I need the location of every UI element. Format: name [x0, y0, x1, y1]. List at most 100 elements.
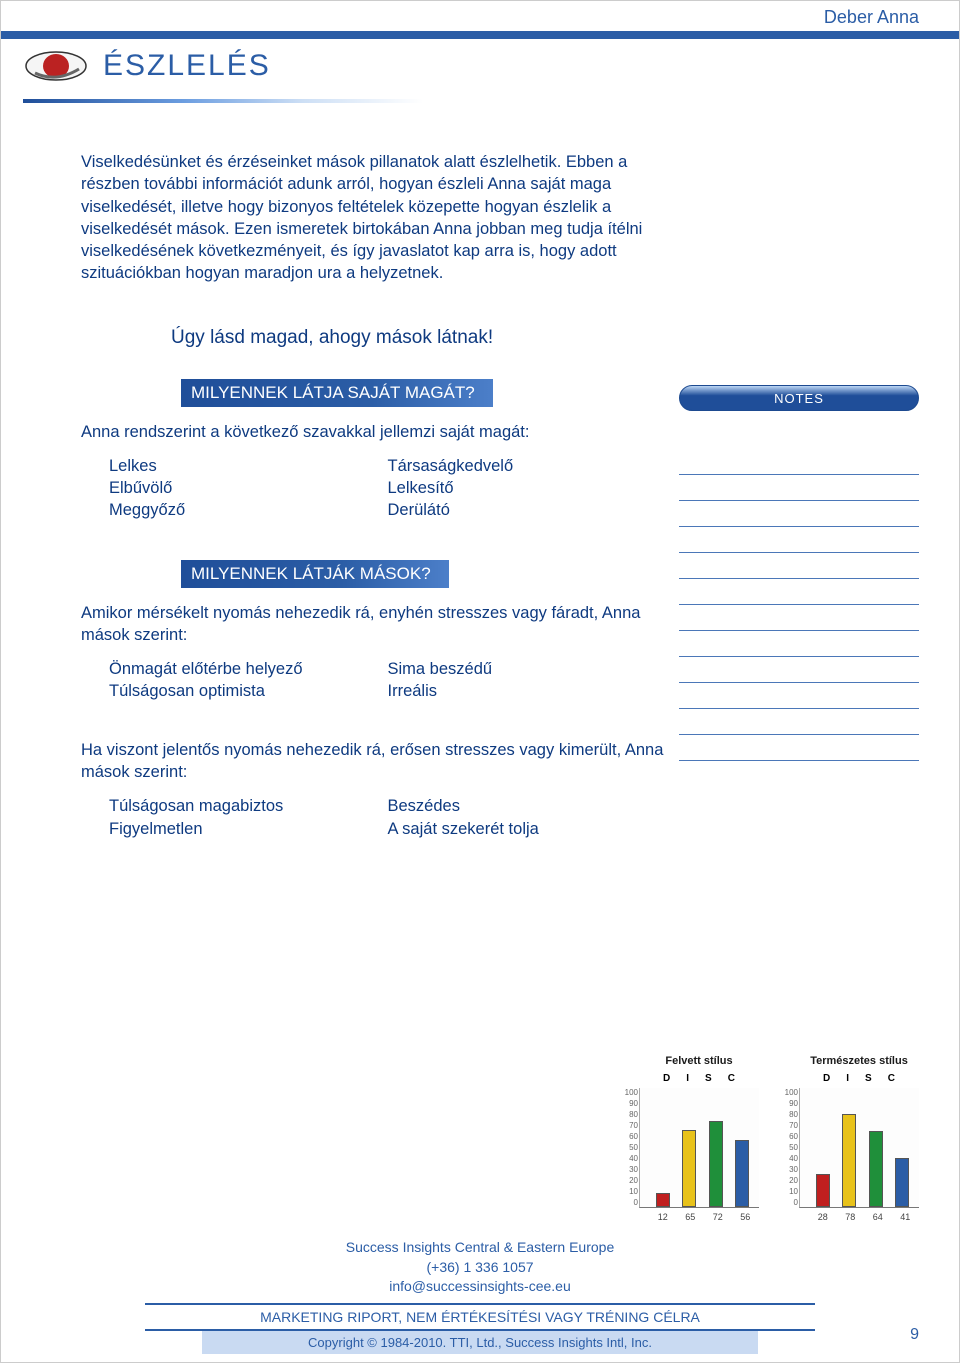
page-number: 9	[910, 1326, 919, 1344]
footer-company: Success Insights Central & Eastern Europ…	[1, 1238, 959, 1258]
bar-i	[682, 1130, 696, 1207]
footer-disclaimer: MARKETING RIPORT, NEM ÉRTÉKESÍTÉSI VAGY …	[145, 1303, 816, 1331]
bar-d	[656, 1193, 670, 1207]
footer-email: info@successinsights-cee.eu	[1, 1277, 959, 1297]
word-item: Önmagát előtérbe helyező	[109, 658, 388, 680]
ytick-label: 70	[782, 1121, 798, 1130]
notes-lines	[679, 449, 919, 761]
main-content: Viselkedésünket és érzéseinket mások pil…	[81, 151, 666, 840]
chart-natural: Természetes stílus D I S C 1009080706050403…	[799, 1055, 919, 1222]
chart-area: 1009080706050403020100	[639, 1088, 759, 1208]
word-item: Társaságkedvelő	[388, 455, 667, 477]
bar-value: 64	[873, 1212, 883, 1222]
bar-s	[869, 1131, 883, 1207]
ytick-label: 90	[622, 1099, 638, 1108]
intro-text: Viselkedésünket és érzéseinket mások pil…	[81, 151, 666, 285]
notes-line	[679, 553, 919, 579]
ytick-label: 80	[782, 1110, 798, 1119]
disc-label: I	[846, 1073, 849, 1084]
ytick-label: 100	[782, 1088, 798, 1097]
word-item: Beszédes	[388, 795, 667, 817]
ytick-label: 60	[782, 1132, 798, 1141]
disc-label: I	[686, 1073, 689, 1084]
section1-words: Lelkes Elbűvölő Meggyőző Társaságkedvelő…	[109, 455, 666, 522]
notes-line	[679, 527, 919, 553]
ytick-label: 0	[622, 1198, 638, 1207]
section2-group1: Önmagát előtérbe helyező Túlságosan opti…	[109, 658, 666, 703]
disc-label: C	[888, 1073, 895, 1084]
ytick-label: 80	[622, 1110, 638, 1119]
word-item: Túlságosan optimista	[109, 680, 388, 702]
disc-label: D	[663, 1073, 670, 1084]
disc-label: S	[705, 1073, 712, 1084]
notes-line	[679, 657, 919, 683]
disc-charts: Felvett stílus D I S C 10090807060504030201…	[639, 1055, 919, 1222]
header-bar	[1, 31, 959, 39]
chart-values: 28786441	[799, 1212, 919, 1222]
notes-label: NOTES	[679, 385, 919, 411]
bar-s	[709, 1121, 723, 1207]
word-item: Lelkes	[109, 455, 388, 477]
word-item: Elbűvölő	[109, 477, 388, 499]
notes-line	[679, 709, 919, 735]
ytick-label: 70	[622, 1121, 638, 1130]
report-page: Deber Anna ÉSZLELÉS Viselkedésünket és é…	[0, 0, 960, 1363]
bar-i	[842, 1114, 856, 1207]
bar-value: 78	[845, 1212, 855, 1222]
chart-title: Természetes stílus	[799, 1055, 919, 1067]
page-footer: Success Insights Central & Eastern Europ…	[1, 1238, 959, 1354]
ytick-label: 40	[622, 1154, 638, 1163]
chart-adapted: Felvett stílus D I S C 10090807060504030201…	[639, 1055, 759, 1222]
notes-line	[679, 735, 919, 761]
chart-bars	[650, 1088, 755, 1207]
ytick-label: 20	[622, 1176, 638, 1185]
notes-line	[679, 683, 919, 709]
notes-panel: NOTES	[679, 385, 919, 761]
word-item: A saját szekerét tolja	[388, 818, 667, 840]
disc-label: C	[728, 1073, 735, 1084]
disc-label: D	[823, 1073, 830, 1084]
section2-lead1: Amikor mérsékelt nyomás nehezedik rá, en…	[81, 602, 666, 647]
footer-copyright: Copyright © 1984-2010. TTI, Ltd., Succes…	[202, 1331, 758, 1354]
ytick-label: 20	[782, 1176, 798, 1185]
chart-bars	[810, 1088, 915, 1207]
disc-labels: DISC	[799, 1073, 919, 1084]
word-item: Figyelmetlen	[109, 818, 388, 840]
ytick-label: 60	[622, 1132, 638, 1141]
disc-labels: DISC	[639, 1073, 759, 1084]
header-title-row: ÉSZLELÉS	[21, 43, 271, 89]
bar-c	[895, 1158, 909, 1207]
ytick-label: 30	[782, 1165, 798, 1174]
section2-lead2: Ha viszont jelentős nyomás nehezedik rá,…	[81, 739, 666, 784]
ytick-label: 50	[782, 1143, 798, 1152]
slogan-text: Úgy lásd magad, ahogy mások látnak!	[171, 327, 666, 349]
section1-heading: MILYENNEK LÁTJA SAJÁT MAGÁT?	[181, 379, 493, 407]
notes-line	[679, 579, 919, 605]
bar-value: 72	[713, 1212, 723, 1222]
word-item: Lelkesítő	[388, 477, 667, 499]
ytick-label: 0	[782, 1198, 798, 1207]
word-item: Meggyőző	[109, 499, 388, 521]
notes-line	[679, 605, 919, 631]
bar-d	[816, 1174, 830, 1207]
section2-group2: Túlságosan magabiztos Figyelmetlen Beszé…	[109, 795, 666, 840]
word-item: Túlságosan magabiztos	[109, 795, 388, 817]
word-item: Derülátó	[388, 499, 667, 521]
bar-value: 28	[818, 1212, 828, 1222]
notes-line	[679, 631, 919, 657]
notes-line	[679, 475, 919, 501]
y-axis-labels: 1009080706050403020100	[622, 1088, 638, 1207]
chart-title: Felvett stílus	[639, 1055, 759, 1067]
disc-label: S	[865, 1073, 872, 1084]
y-axis-labels: 1009080706050403020100	[782, 1088, 798, 1207]
chart-area: 1009080706050403020100	[799, 1088, 919, 1208]
footer-phone: (+36) 1 336 1057	[1, 1258, 959, 1278]
person-name: Deber Anna	[824, 7, 919, 28]
ytick-label: 100	[622, 1088, 638, 1097]
bar-value: 65	[685, 1212, 695, 1222]
notes-line	[679, 449, 919, 475]
ytick-label: 50	[622, 1143, 638, 1152]
bar-value: 56	[740, 1212, 750, 1222]
ytick-label: 40	[782, 1154, 798, 1163]
ytick-label: 10	[782, 1187, 798, 1196]
